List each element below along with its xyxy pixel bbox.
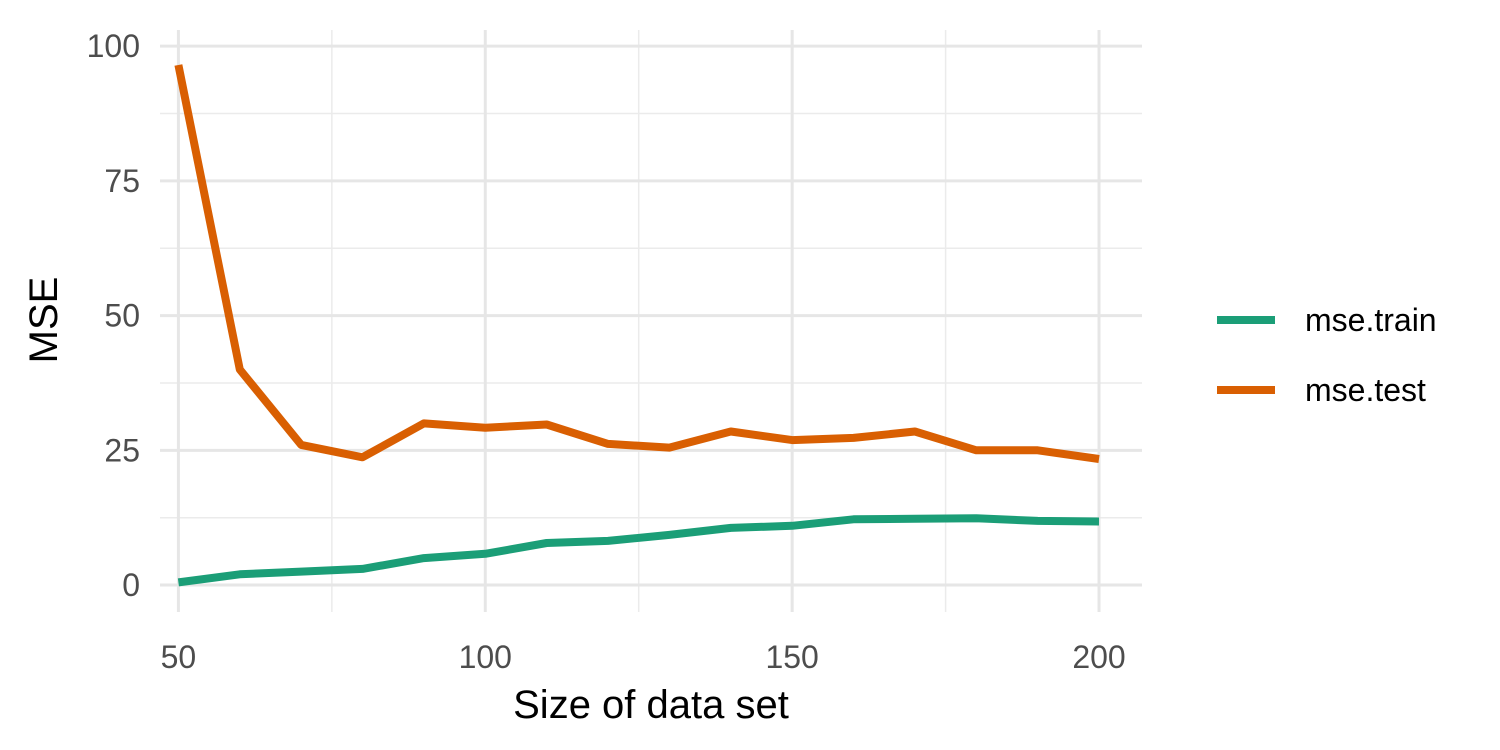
minor-gridlines xyxy=(160,30,1142,612)
y-tick-label: 0 xyxy=(122,567,140,603)
series-lines xyxy=(174,64,1100,587)
series-line-mse-train xyxy=(177,514,1100,587)
x-tick-label: 100 xyxy=(459,639,512,675)
y-tick-label: 25 xyxy=(104,432,140,468)
y-tick-label: 75 xyxy=(104,163,140,199)
legend-label-mse-test: mse.test xyxy=(1305,372,1426,408)
y-tick-label: 50 xyxy=(104,298,140,334)
legend-label-mse-train: mse.train xyxy=(1305,302,1437,338)
x-tick-label: 150 xyxy=(765,639,818,675)
y-tick-label: 100 xyxy=(87,28,140,64)
x-tick-label: 50 xyxy=(161,639,197,675)
y-axis-tick-labels: 0 25 50 75 100 xyxy=(87,28,140,603)
x-axis-tick-labels: 50 100 150 200 xyxy=(161,639,1126,675)
x-tick-label: 200 xyxy=(1072,639,1125,675)
legend: mse.train mse.test xyxy=(1217,302,1437,408)
series-line-mse-test xyxy=(174,64,1100,463)
x-axis-title: Size of data set xyxy=(513,683,789,727)
major-gridlines xyxy=(160,30,1142,612)
y-axis-title: MSE xyxy=(22,277,66,364)
